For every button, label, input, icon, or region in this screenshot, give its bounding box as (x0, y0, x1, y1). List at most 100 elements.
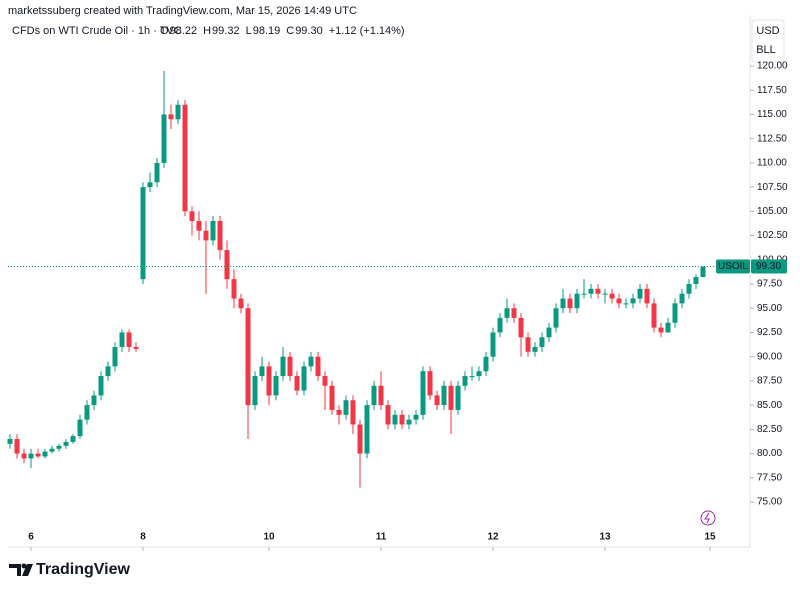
candle-body (504, 308, 510, 318)
x-tick-label: 8 (140, 532, 146, 543)
candle-body (98, 376, 104, 396)
candle-body (301, 366, 307, 391)
legend-h-key: H (203, 25, 211, 37)
price-tag-label: 99.30 (756, 261, 781, 272)
y-tick-label: 80.00 (757, 448, 782, 459)
candle-body (539, 337, 545, 347)
candle-body (63, 441, 69, 446)
y-tick-label: 115.00 (757, 109, 787, 120)
candle-body (616, 298, 622, 304)
y-tick-label: 105.00 (757, 206, 788, 217)
candle-body (294, 376, 300, 391)
candle-body (203, 230, 209, 241)
candle-body (553, 308, 559, 328)
candle-body (427, 371, 433, 396)
candle-body (469, 376, 475, 378)
candle-body (42, 451, 48, 457)
legend-low: 98.19 (253, 25, 281, 37)
candle-body (329, 385, 335, 410)
y-tick-label: 90.00 (757, 351, 782, 362)
event-icon[interactable] (700, 510, 716, 526)
y-tick-label: 102.50 (757, 230, 788, 241)
candle-body (336, 409, 342, 415)
candle-body (700, 266, 706, 278)
x-tick-label: 15 (704, 532, 716, 543)
candle-body (140, 187, 146, 280)
y-tick-label: 107.50 (757, 182, 788, 193)
candle-body (658, 327, 664, 333)
candle-body (287, 356, 293, 377)
candle-body (462, 376, 468, 386)
x-tick-label: 11 (376, 532, 387, 543)
candle-body (343, 400, 349, 415)
candle-body (119, 332, 125, 347)
candle-body (574, 293, 580, 309)
ohlc-legend: O 98.22 H 99.32 L 98.19 C 99.30 +1.12 (+1.14%) (160, 25, 405, 37)
candle-body (378, 385, 384, 406)
candle-body (364, 405, 370, 454)
y-tick-label: 112.50 (757, 133, 787, 144)
candle-body (588, 288, 594, 294)
y-tick-label: 77.50 (757, 472, 782, 483)
brand: TradingView (36, 561, 131, 578)
candle-body (371, 385, 377, 406)
candle-body (455, 385, 461, 410)
candle-body (175, 104, 181, 120)
legend-o-key: O (160, 25, 169, 37)
candle-body (679, 293, 685, 304)
candle-body (252, 376, 258, 406)
candle-body (7, 439, 13, 444)
candle-body (147, 182, 153, 188)
candle-body (35, 453, 41, 457)
price-tag-symbol-bg (716, 259, 750, 274)
candle-body (546, 327, 552, 338)
y-tick-label: 82.50 (757, 424, 782, 435)
candle-body (28, 453, 34, 459)
candle-body (84, 405, 90, 420)
candle-body (182, 104, 188, 212)
candle-body (210, 221, 216, 241)
candle-body (266, 366, 272, 396)
x-tick-label: 6 (28, 532, 34, 543)
currency[interactable]: USD (756, 25, 779, 37)
candle-body (273, 376, 279, 396)
y-tick-label: 75.00 (757, 497, 782, 508)
y-tick-label: 95.00 (757, 303, 782, 314)
y-tick-label: 92.50 (757, 327, 782, 338)
candle-body (315, 356, 321, 377)
x-tick-label: 10 (263, 532, 275, 543)
candle-body (112, 346, 118, 367)
candle-body (280, 356, 286, 377)
x-tick-label: 13 (599, 532, 611, 543)
candle-body (560, 298, 566, 309)
candle-body (609, 293, 615, 299)
y-tick-label: 85.00 (757, 400, 782, 411)
candle-body (686, 284, 692, 294)
candle-body (448, 385, 454, 410)
candle-body (532, 346, 538, 352)
unit[interactable]: BLL (756, 44, 776, 56)
candle-body (308, 356, 314, 367)
y-tick-label: 117.50 (757, 85, 787, 96)
price-tag-symbol: USOIL (718, 261, 748, 272)
candle-body (476, 371, 482, 377)
candle-body (245, 308, 251, 406)
candle-body (91, 395, 97, 406)
candle-body (217, 221, 223, 251)
legend-high: 99.32 (212, 25, 240, 37)
candle-body (651, 303, 657, 328)
candle-body (581, 293, 587, 295)
candle-body (105, 366, 111, 377)
candle-body (595, 288, 601, 294)
legend-close: 99.30 (295, 25, 323, 37)
candle-body (434, 395, 440, 406)
candle-body (567, 298, 573, 309)
candle-body (693, 277, 699, 284)
candle-body (497, 317, 503, 333)
candle-body (392, 414, 398, 425)
candle-body (602, 293, 608, 295)
unit-box[interactable] (751, 19, 785, 63)
candle-body (77, 419, 83, 437)
brand-logo (9, 563, 33, 576)
